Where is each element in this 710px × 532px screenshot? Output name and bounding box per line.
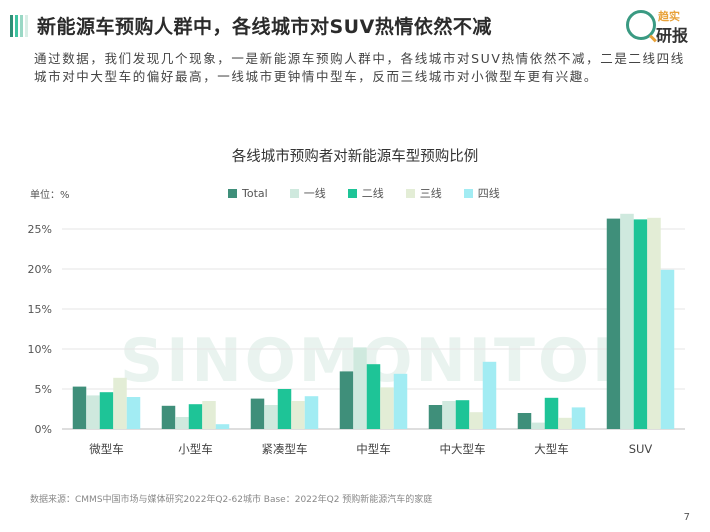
- logo-line2: 研报: [656, 26, 689, 45]
- bar: [455, 400, 470, 429]
- y-tick-label: 0%: [35, 423, 52, 436]
- bar: [99, 392, 114, 429]
- bar: [250, 398, 265, 429]
- bar: [571, 407, 586, 429]
- legend-item: 一线: [289, 185, 326, 201]
- bar: [291, 401, 305, 429]
- y-tick-label: 10%: [28, 343, 52, 356]
- logo-line1: 趋实: [658, 10, 680, 23]
- title-bar: 新能源车预购人群中，各线城市对SUV热情依然不减: [10, 12, 492, 39]
- x-tick-label: 中大型车: [440, 442, 486, 456]
- y-tick-label: 20%: [28, 263, 52, 276]
- bar: [442, 401, 456, 429]
- y-tick-label: 15%: [28, 303, 52, 316]
- bar: [517, 413, 532, 429]
- x-tick-label: 微型车: [89, 442, 124, 456]
- x-tick-label: SUV: [629, 442, 653, 456]
- legend-swatch: [405, 188, 415, 198]
- legend: Total 一线 二线 三线 四线: [228, 185, 500, 201]
- legend-label: 三线: [419, 187, 442, 200]
- page-title: 新能源车预购人群中，各线城市对SUV热情依然不减: [37, 16, 492, 38]
- x-tick-label: 小型车: [178, 442, 213, 456]
- bar: [558, 417, 572, 429]
- logo-circle-icon: [626, 10, 656, 40]
- bar: [544, 397, 559, 429]
- bar: [393, 373, 408, 429]
- bar: [304, 396, 319, 429]
- stripe-3: [20, 14, 23, 37]
- bar: [215, 424, 230, 429]
- bar: [126, 397, 141, 429]
- bar: [482, 361, 497, 429]
- legend-swatch: [347, 188, 357, 198]
- page-number: 7: [683, 512, 690, 523]
- bar: [380, 387, 394, 429]
- stripe-4: [25, 14, 28, 37]
- bar: [633, 219, 648, 429]
- legend-item: 四线: [463, 185, 500, 201]
- bar: [202, 401, 216, 429]
- bar: [161, 405, 176, 429]
- description: 通过数据，我们发现几个现象，一是新能源车预购人群中，各线城市对SUV热情依然不减…: [34, 51, 685, 84]
- source-note: 数据来源：CMMS中国市场与媒体研究2022年Q2-62城市 Base：2022…: [30, 495, 433, 505]
- bar: [366, 364, 381, 429]
- x-tick-label: 中型车: [356, 442, 391, 456]
- legend-swatch: [289, 188, 299, 198]
- legend-item: 三线: [405, 185, 442, 201]
- legend-label: 一线: [303, 187, 326, 200]
- x-tick-label: 大型车: [534, 442, 569, 456]
- y-tick-label: 25%: [28, 223, 52, 236]
- bar: [531, 422, 545, 429]
- bar: [606, 218, 621, 429]
- bar: [620, 213, 634, 429]
- x-tick-label: 紧凑型车: [262, 442, 308, 456]
- bar: [647, 217, 661, 429]
- bar: [113, 377, 127, 429]
- legend-label: Total: [242, 186, 268, 200]
- legend-swatch: [463, 188, 473, 198]
- bar: [86, 395, 100, 429]
- legend-label: 四线: [477, 187, 500, 200]
- y-tick-label: 5%: [35, 383, 52, 396]
- bar: [660, 269, 675, 429]
- stripe-2: [15, 14, 18, 37]
- legend-item: Total: [228, 185, 268, 201]
- legend-item: 二线: [347, 185, 384, 201]
- bar: [428, 405, 443, 429]
- legend-label: 二线: [361, 187, 384, 200]
- bar: [277, 389, 292, 429]
- stripe-1: [10, 14, 13, 37]
- bar: [469, 412, 483, 429]
- bar: [339, 371, 354, 429]
- bar: [264, 405, 278, 429]
- bar: [72, 386, 87, 429]
- bar: [188, 404, 203, 429]
- bar: [175, 417, 189, 429]
- bar: [353, 347, 367, 429]
- legend-swatch: [228, 188, 237, 198]
- chart-title: 各线城市预购者对新能源车型预购比例: [231, 149, 479, 165]
- title-stripes: [10, 14, 28, 37]
- unit-label: 单位：%: [30, 190, 70, 201]
- logo: 趋实 研报: [626, 8, 696, 45]
